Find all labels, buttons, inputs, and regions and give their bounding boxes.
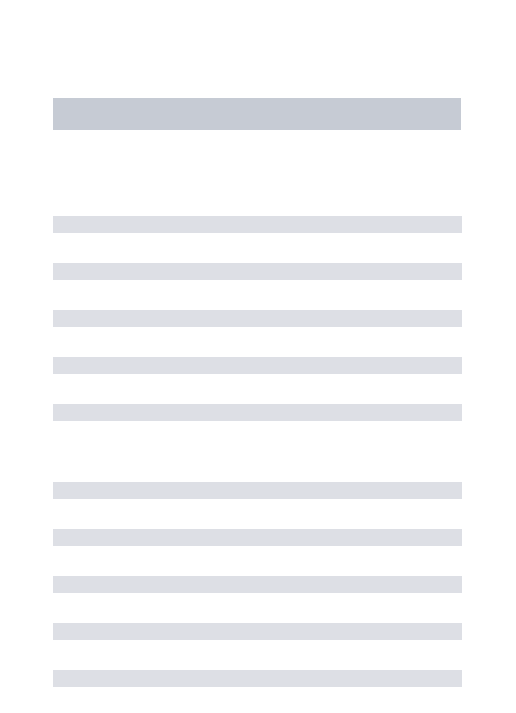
skeleton-line	[53, 623, 462, 640]
skeleton-title-bar	[53, 98, 461, 130]
skeleton-line	[53, 482, 462, 499]
skeleton-line	[53, 404, 462, 421]
skeleton-line	[53, 263, 462, 280]
skeleton-page	[0, 0, 516, 713]
skeleton-line	[53, 357, 462, 374]
skeleton-line	[53, 576, 462, 593]
skeleton-line	[53, 310, 462, 327]
skeleton-line	[53, 529, 462, 546]
skeleton-line	[53, 216, 462, 233]
skeleton-line	[53, 670, 462, 687]
